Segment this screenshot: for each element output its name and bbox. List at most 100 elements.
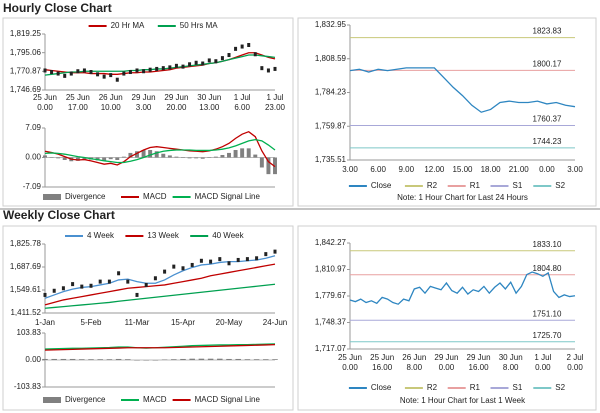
x-tick-label: 1 Jul <box>267 93 284 102</box>
y-tick-label: 1,842.27 <box>315 238 347 247</box>
divergence-bar <box>128 152 133 158</box>
divergence-bar <box>189 358 195 360</box>
y-tick-label: -103.83 <box>14 382 42 391</box>
divergence-bar <box>49 157 54 158</box>
candle <box>80 284 84 289</box>
legend-label: 20 Hr MA <box>111 21 145 30</box>
x-tick-label: 0.00 <box>539 165 555 174</box>
legend-label: 50 Hrs MA <box>180 21 218 30</box>
candle <box>43 292 47 297</box>
candle <box>264 252 268 257</box>
level-label: 1725.70 <box>533 331 562 340</box>
y-tick-label: 1,748.37 <box>315 318 347 327</box>
x-tick-label: 23.00 <box>265 103 286 112</box>
x-tick-label: 3.00 <box>342 165 358 174</box>
divergence-bar <box>171 359 177 360</box>
candle <box>117 271 121 276</box>
y-tick-label: 1,795.06 <box>10 48 42 57</box>
x-tick-label: 12.00 <box>424 165 445 174</box>
candle <box>214 59 218 64</box>
candle <box>227 53 231 58</box>
legend-label: MACD Signal Line <box>195 192 261 201</box>
divergence-bar <box>79 359 85 360</box>
candle <box>76 69 80 74</box>
candle <box>201 61 205 66</box>
level-label: 1760.37 <box>533 115 562 124</box>
candle <box>207 58 211 63</box>
legend-label: Close <box>371 181 392 190</box>
legend-label: Close <box>371 383 392 392</box>
candle <box>52 288 56 293</box>
level-label: 1744.23 <box>533 137 562 146</box>
divergence-bar <box>62 157 67 160</box>
candle <box>61 286 65 291</box>
x-tick-label: 18.00 <box>481 165 502 174</box>
x-tick-label: 24-Jun <box>263 318 287 327</box>
series-line <box>44 263 276 306</box>
candle <box>161 66 165 71</box>
x-tick-label: 20.00 <box>166 103 187 112</box>
candle <box>115 77 119 82</box>
x-tick-label: 30 Jun <box>197 93 221 102</box>
legend-label: S1 <box>513 181 523 190</box>
y-tick-label: -7.09 <box>23 182 42 191</box>
y-tick-label: 1,819.25 <box>10 29 42 38</box>
candle <box>245 257 249 262</box>
x-tick-label: 30 Jun <box>499 353 523 362</box>
legend-label: S2 <box>555 181 565 190</box>
y-tick-label: 1,808.59 <box>315 54 347 63</box>
divergence-bar <box>233 150 238 158</box>
divergence-bar <box>194 157 199 159</box>
divergence-bar <box>253 154 258 158</box>
x-tick-label: 6.00 <box>234 103 250 112</box>
series-line <box>44 344 276 351</box>
x-tick-label: 0.00 <box>37 103 53 112</box>
divergence-bar <box>226 358 232 360</box>
y-tick-label: 103.83 <box>17 328 42 337</box>
divergence-bar <box>115 358 122 360</box>
divergence-bar <box>82 157 87 160</box>
x-tick-label: 0.00 <box>342 363 358 372</box>
x-tick-label: 13.00 <box>199 103 220 112</box>
candle <box>266 68 270 73</box>
divergence-bar <box>181 157 185 158</box>
candle <box>126 279 130 284</box>
y-tick-label: 0.00 <box>25 153 41 162</box>
candle <box>43 68 47 73</box>
candle <box>188 62 192 67</box>
legend-label: 40 Week <box>212 231 244 240</box>
candle <box>255 256 259 261</box>
candle <box>142 69 146 74</box>
y-tick-label: 1,779.67 <box>315 291 347 300</box>
level-label: 1804.80 <box>533 264 562 273</box>
divergence-bar <box>115 157 120 160</box>
legend-label: S1 <box>513 383 523 392</box>
candle <box>236 257 240 262</box>
x-tick-label: 21.00 <box>509 165 530 174</box>
x-tick-label: 25 Jun <box>338 353 362 362</box>
divergence-bar <box>244 359 251 360</box>
x-tick-label: 29 Jun <box>434 353 458 362</box>
candle <box>89 70 93 75</box>
series-line <box>44 255 276 299</box>
legend-label: Divergence <box>65 192 106 201</box>
x-tick-label: 26 Jun <box>99 93 123 102</box>
candle <box>199 258 203 263</box>
candle <box>172 264 176 269</box>
y-tick-label: 1,825.78 <box>10 239 42 248</box>
legend-swatch <box>43 397 61 403</box>
divergence-bar <box>143 360 149 361</box>
y-tick-label: 1,687.69 <box>10 262 42 271</box>
candle <box>135 292 139 297</box>
divergence-bar <box>207 157 212 158</box>
candle <box>247 42 251 47</box>
candle <box>220 56 224 61</box>
y-tick-label: 1,784.23 <box>315 88 347 97</box>
legend-swatch <box>43 194 61 200</box>
y-tick-label: 1,770.87 <box>10 66 42 75</box>
level-label: 1833.10 <box>533 240 562 249</box>
y-tick-label: 1,832.95 <box>315 20 347 29</box>
candle <box>71 282 75 287</box>
legend-label: R2 <box>427 383 438 392</box>
